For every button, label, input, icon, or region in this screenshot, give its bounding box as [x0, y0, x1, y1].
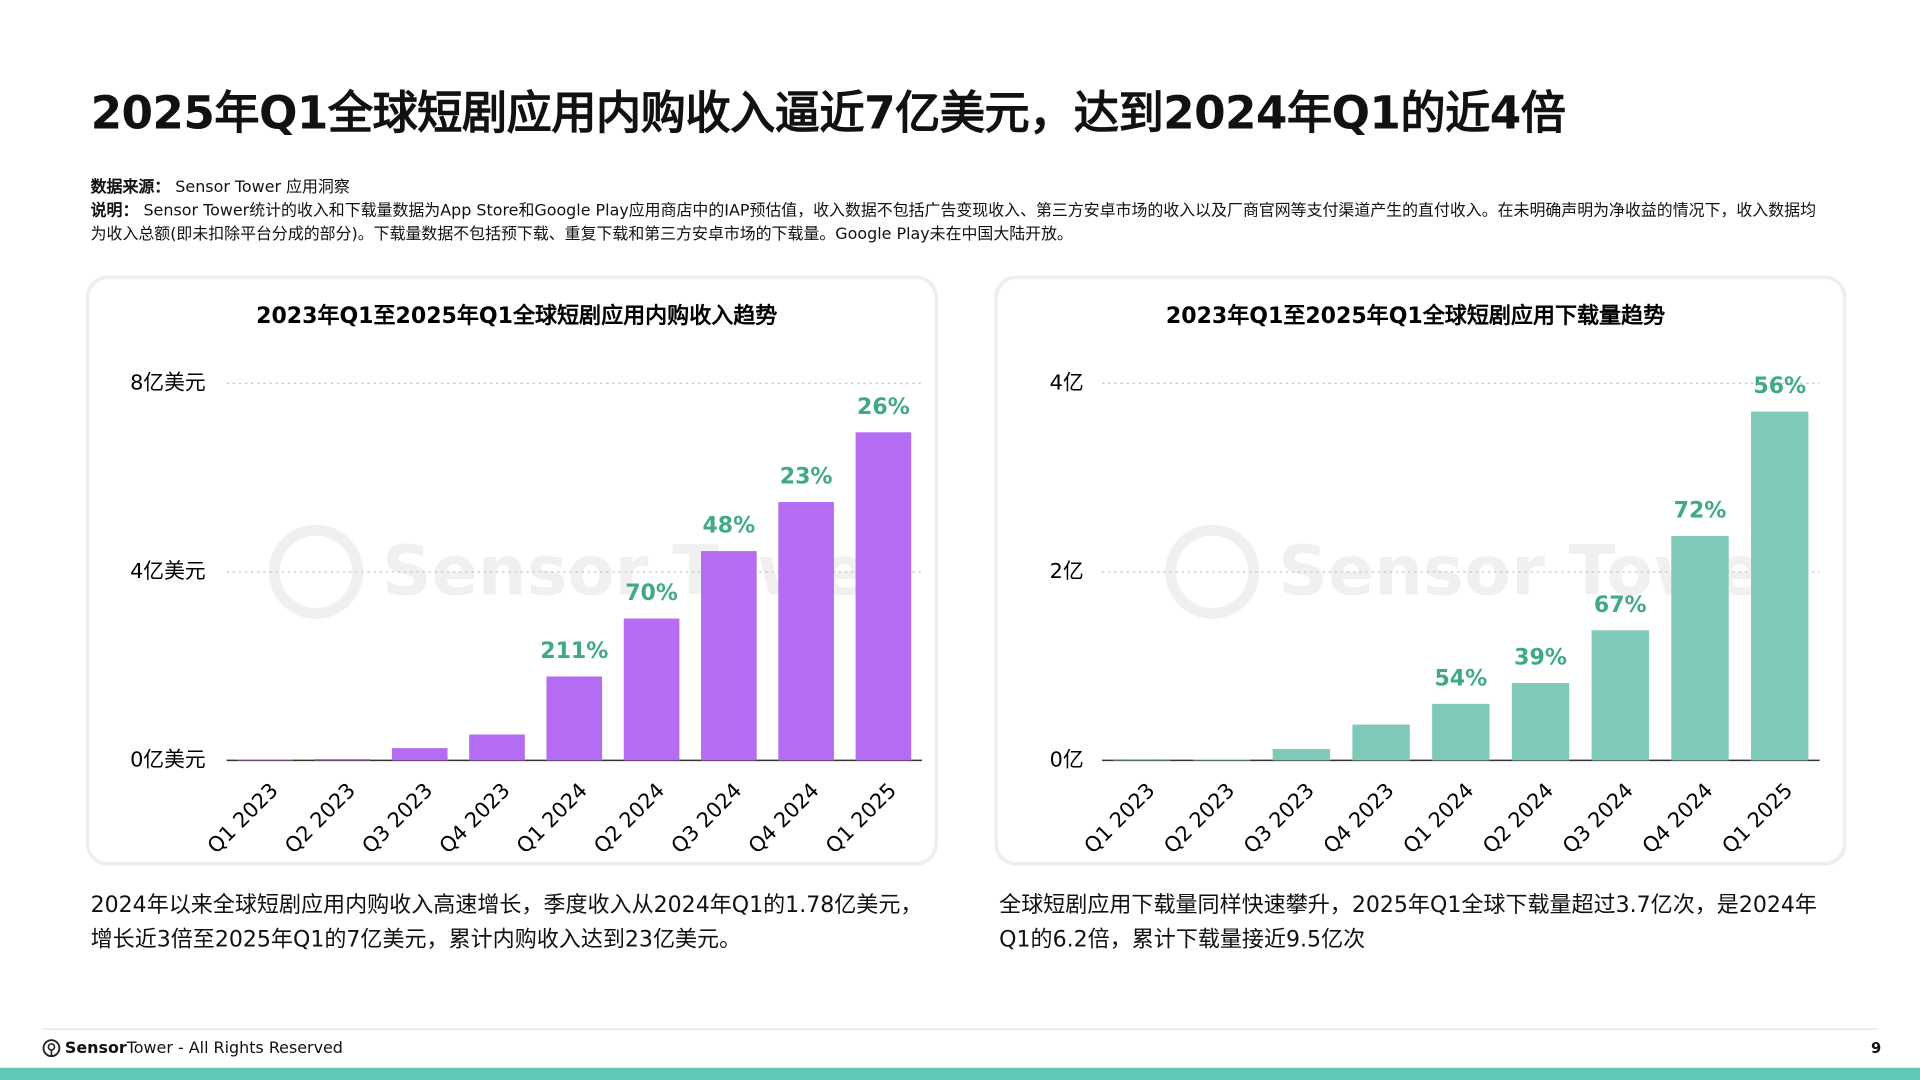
x-tick-label: Q3 2023 [1239, 778, 1319, 858]
bar [1352, 724, 1410, 761]
growth-label: 211% [540, 639, 608, 664]
source-label: 数据来源： [90, 178, 171, 198]
bar [778, 502, 834, 761]
x-tick-label: Q1 2023 [203, 778, 283, 858]
bar [1272, 749, 1331, 761]
x-tick-label: Q3 2024 [666, 778, 746, 858]
x-tick-label: Q1 2025 [1717, 778, 1797, 858]
x-tick-label: Q1 2023 [1079, 778, 1159, 858]
bar [1671, 536, 1729, 761]
chart-title: 2023年Q1至2025年Q1全球短剧应用内购收入趋势 [256, 303, 777, 329]
slide-title: 2025年Q1全球短剧应用内购收入逼近7亿美元，达到2024年Q1的近4倍 [90, 86, 1566, 140]
footer-band [0, 1067, 1920, 1080]
y-tick-label: 8亿美元 [130, 370, 206, 394]
growth-label: 39% [1514, 646, 1567, 671]
bar [623, 618, 680, 761]
bar [546, 676, 603, 761]
note-text: Sensor Tower统计的收入和下载量数据为App Store和Google… [90, 202, 1816, 244]
x-tick-label: Q2 2024 [1478, 778, 1558, 858]
x-tick-label: Q4 2024 [1638, 778, 1718, 858]
footer-line [41, 1028, 1879, 1030]
growth-label: 23% [780, 465, 833, 490]
growth-label: 48% [702, 514, 755, 539]
bar [1751, 411, 1809, 761]
x-tick-label: Q3 2023 [357, 778, 437, 858]
x-tick-label: Q2 2023 [1159, 778, 1239, 858]
note: 说明： Sensor Tower统计的收入和下载量数据为App Store和Go… [91, 200, 1830, 247]
x-tick-label: Q4 2023 [435, 778, 515, 858]
caption: 2024年以来全球短剧应用内购收入高速增长，季度收入从2024年Q1的1.78亿… [90, 892, 923, 953]
footer-brand: SensorTower - All Rights Reserved [42, 1038, 343, 1058]
growth-label: 70% [625, 581, 678, 606]
bar [469, 734, 525, 761]
chart-title: 2023年Q1至2025年Q1全球短剧应用下载量趋势 [1166, 303, 1665, 329]
brand-2: Tower [126, 1038, 173, 1058]
source-text: Sensor Tower 应用洞察 [175, 178, 350, 198]
x-tick-label: Q1 2025 [821, 778, 901, 858]
x-tick-label: Q4 2024 [744, 778, 824, 858]
y-tick-label: 0亿 [1050, 747, 1084, 771]
growth-label: 56% [1753, 374, 1806, 399]
rights: - All Rights Reserved [177, 1038, 343, 1058]
bar [1432, 703, 1490, 761]
note-label: 说明： [90, 202, 139, 221]
y-tick-label: 4亿 [1050, 370, 1084, 394]
bar [391, 748, 448, 761]
x-tick-label: Q3 2024 [1558, 778, 1638, 858]
y-tick-label: 0亿美元 [130, 747, 206, 771]
growth-label: 26% [857, 395, 910, 420]
y-tick-label: 4亿美元 [130, 559, 206, 583]
bar [314, 758, 371, 761]
bar [1511, 683, 1570, 761]
source: 数据来源： Sensor Tower 应用洞察 [91, 174, 350, 197]
bar [855, 432, 912, 761]
page-number: 9 [1871, 1039, 1882, 1057]
x-tick-label: Q1 2024 [512, 778, 592, 858]
chart-card [994, 275, 1847, 866]
y-tick-label: 2亿 [1050, 559, 1084, 583]
x-tick-label: Q4 2023 [1319, 778, 1399, 858]
bar [701, 551, 757, 761]
bar [237, 759, 293, 761]
bar [1591, 630, 1649, 761]
x-tick-label: Q2 2023 [280, 778, 360, 858]
chart-card [85, 275, 938, 866]
logo [42, 1039, 61, 1058]
brand-1: Sensor [64, 1038, 127, 1058]
x-tick-label: Q1 2024 [1398, 778, 1478, 858]
caption: 全球短剧应用下载量同样快速攀升，2025年Q1全球下载量超过3.7亿次，是202… [999, 892, 1817, 953]
growth-label: 54% [1434, 666, 1487, 691]
growth-label: 67% [1594, 593, 1647, 618]
x-tick-label: Q2 2024 [589, 778, 669, 858]
bar [1192, 759, 1251, 761]
growth-label: 72% [1674, 499, 1727, 524]
